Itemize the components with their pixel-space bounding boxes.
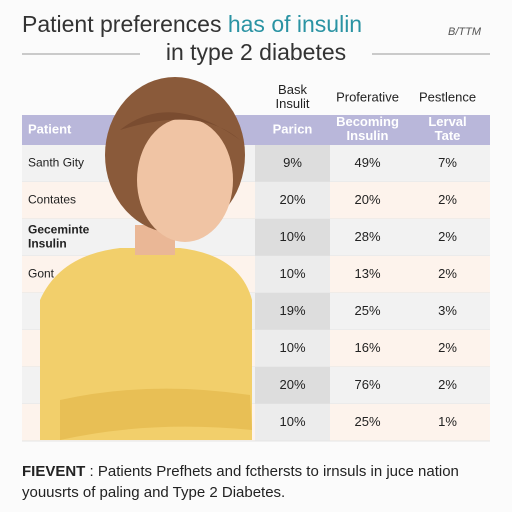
cell-value: 7% [438, 155, 457, 170]
row-label: Santh Gity [28, 156, 84, 170]
cell-value: 16% [354, 340, 380, 355]
title-line2: in type 2 diabetes [166, 39, 346, 65]
footer-label: FIEVENT [22, 463, 85, 480]
cell-value: 28% [354, 229, 380, 244]
cell-value: 10% [279, 340, 305, 355]
cell-value: 20% [279, 377, 305, 392]
cell-value: 1% [438, 414, 457, 429]
cell-value: 49% [354, 155, 380, 170]
cell-value: 9% [283, 155, 302, 170]
footer-line2: youusrts of paling and Type 2 Diabetes. [22, 484, 285, 501]
cell-value: 13% [354, 266, 380, 281]
cell-bg [255, 330, 330, 367]
top-header: Pestlence [419, 89, 476, 104]
cell-value: 2% [438, 266, 457, 281]
row-label: Geceminte Insulin [28, 223, 90, 251]
cell-value: 3% [438, 303, 457, 318]
cell-value: 76% [354, 377, 380, 392]
cell-value: 10% [279, 229, 305, 244]
column-header: Becoming Insulin [336, 114, 399, 143]
cell-bg [255, 182, 330, 219]
cell-value: 20% [279, 192, 305, 207]
cell-value: 2% [438, 229, 457, 244]
column-header: Lerval Tate [428, 114, 466, 143]
top-header: Bask Insulit [276, 82, 310, 111]
table: Bask Insulit Proferative Pestlence Patient Pa… [22, 82, 490, 442]
cell-value: 10% [279, 266, 305, 281]
cell-value: 2% [438, 192, 457, 207]
header-row [22, 115, 490, 145]
photo [40, 77, 252, 440]
row-label: Gont [28, 267, 55, 281]
title: Patient preferences has of insulin [22, 11, 362, 37]
column-header: Paricn [273, 121, 313, 136]
cell-bg [255, 293, 330, 330]
corner-label: B/TTM [448, 26, 482, 38]
top-header: Proferative [336, 89, 399, 104]
cell-value: 2% [438, 340, 457, 355]
title-highlight: has of insulin [228, 11, 362, 37]
cell-bg [255, 145, 330, 182]
footer-line1: FIEVENT : Patients Prefhets and fctherst… [22, 463, 459, 480]
cell-value: 2% [438, 377, 457, 392]
cell-bg [255, 219, 330, 256]
cell-bg [255, 404, 330, 441]
cell-value: 25% [354, 414, 380, 429]
hair-fringe [120, 112, 240, 140]
column-header: Patient [28, 121, 72, 136]
arms [60, 388, 252, 440]
footer-text: Patients Prefhets and fcthersts to irnsu… [98, 463, 459, 480]
cell-value: 19% [279, 303, 305, 318]
cell-bg [255, 367, 330, 404]
cell-bg [255, 256, 330, 293]
face [137, 118, 233, 242]
cell-value: 25% [354, 303, 380, 318]
cell-value: 20% [354, 192, 380, 207]
title-start: Patient preferences [22, 11, 221, 37]
row-label: Contates [28, 193, 76, 207]
cell-value: 10% [279, 414, 305, 429]
